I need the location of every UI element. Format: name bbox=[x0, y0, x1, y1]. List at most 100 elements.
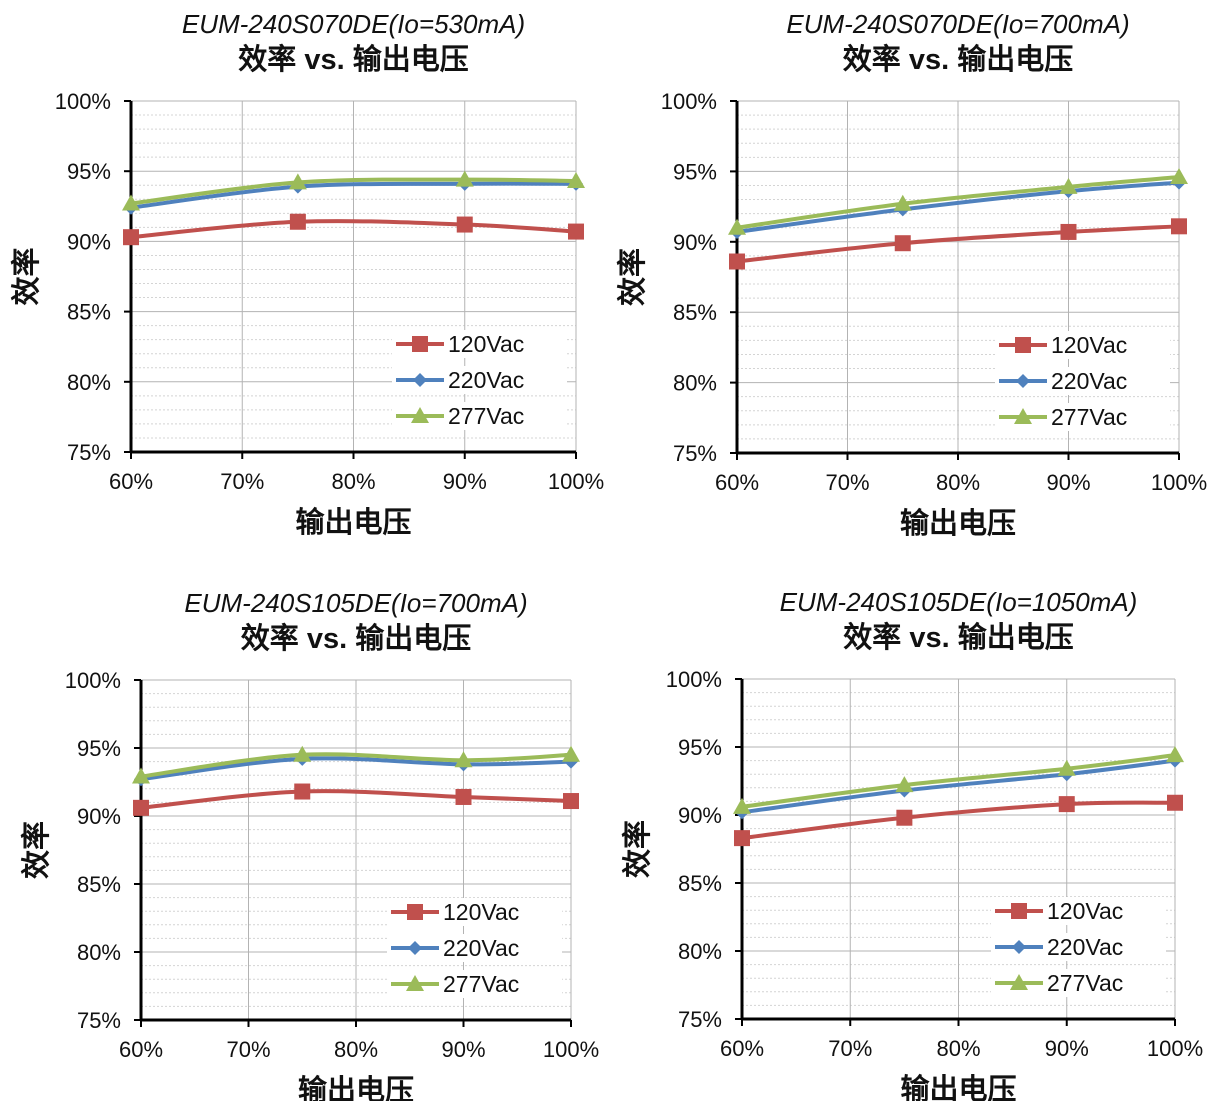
chart-svg-2: EUM-240S070DE(Io=700mA)效率 vs. 输出电压 100% 95… bbox=[615, 9, 1207, 540]
legend-marker bbox=[407, 904, 423, 920]
legend-label: 220Vac bbox=[1051, 368, 1127, 394]
y-tick-label: 75% bbox=[673, 441, 717, 466]
legend-label: 120Vac bbox=[1047, 898, 1123, 924]
x-tick-label: 80% bbox=[334, 1037, 378, 1062]
series-line bbox=[736, 180, 1180, 234]
data-point bbox=[293, 745, 312, 762]
series-120Vac bbox=[734, 794, 1183, 847]
series-line bbox=[140, 789, 572, 810]
data-point bbox=[567, 172, 585, 189]
x-tick-label: 90% bbox=[441, 1037, 485, 1062]
x-tick-label: 100% bbox=[1151, 470, 1207, 495]
chart-svg-1: EUM-240S070DE(Io=530mA)效率 vs. 输出电压 100% 95… bbox=[9, 9, 604, 539]
data-point bbox=[896, 809, 913, 826]
y-tick-label: 95% bbox=[678, 735, 722, 760]
data-point bbox=[455, 170, 474, 187]
series-277Vac bbox=[728, 168, 1188, 235]
data-point bbox=[728, 218, 746, 235]
data-point bbox=[1171, 218, 1187, 235]
legend-marker bbox=[408, 941, 422, 955]
data-point bbox=[456, 216, 473, 233]
series-line bbox=[736, 175, 1180, 230]
y-tick-label: 95% bbox=[77, 736, 121, 761]
data-point bbox=[893, 194, 912, 211]
data-point bbox=[733, 797, 751, 814]
y-tick-label: 75% bbox=[678, 1007, 722, 1032]
x-tick-label: 100% bbox=[543, 1037, 599, 1062]
data-point bbox=[123, 229, 139, 246]
chart-title: EUM-240S105DE(Io=700mA) bbox=[184, 588, 527, 618]
data-point bbox=[122, 194, 140, 211]
chart-svg-3: EUM-240S105DE(Io=700mA)效率 vs. 输出电压 100% 95… bbox=[19, 588, 599, 1101]
chart-title: EUM-240S070DE(Io=700mA) bbox=[786, 9, 1129, 39]
y-tick-label: 85% bbox=[678, 871, 722, 896]
data-point bbox=[568, 223, 584, 240]
data-point bbox=[1166, 746, 1184, 763]
y-axis-label: 效率 bbox=[19, 821, 53, 879]
data-point bbox=[895, 776, 914, 793]
y-tick-label: 100% bbox=[65, 668, 121, 693]
series-120Vac bbox=[123, 213, 584, 246]
data-point bbox=[894, 235, 911, 252]
x-tick-label: 70% bbox=[220, 469, 264, 494]
legend-label: 220Vac bbox=[1047, 934, 1123, 960]
legend-marker bbox=[1011, 903, 1027, 919]
y-tick-label: 100% bbox=[666, 667, 722, 692]
legend-marker bbox=[1014, 408, 1032, 424]
series-line bbox=[741, 800, 1176, 841]
x-tick-label: 90% bbox=[1046, 470, 1090, 495]
data-point bbox=[1060, 223, 1077, 240]
data-point bbox=[454, 751, 473, 768]
data-point bbox=[734, 830, 750, 847]
legend-label: 220Vac bbox=[443, 935, 519, 961]
series-line bbox=[130, 219, 577, 240]
y-tick-label: 100% bbox=[55, 89, 111, 114]
y-axis-label: 效率 bbox=[620, 820, 654, 878]
chart-panel-2: EUM-240S070DE(Io=700mA) 效率 vs. 输出电压 100% 95… bbox=[605, 0, 1215, 550]
series-line bbox=[140, 752, 572, 779]
series-line bbox=[741, 753, 1176, 809]
legend-marker bbox=[1012, 940, 1026, 954]
chart-subtitle: 效率 vs. 输出电压 bbox=[238, 42, 468, 76]
legend-label: 220Vac bbox=[448, 367, 524, 393]
chart-title: EUM-240S070DE(Io=530mA) bbox=[182, 9, 525, 39]
data-point bbox=[1057, 759, 1076, 776]
x-tick-label: 90% bbox=[1045, 1036, 1089, 1061]
legend-marker bbox=[413, 373, 427, 387]
chart-svg-4: EUM-240S105DE(Io=1050mA)效率 vs. 输出电压 100% 9… bbox=[620, 587, 1203, 1101]
chart-panel-1: EUM-240S070DE(Io=530mA) 效率 vs. 输出电压 100% 95… bbox=[0, 0, 610, 550]
y-tick-label: 100% bbox=[661, 89, 717, 114]
legend-label: 277Vac bbox=[1051, 404, 1127, 430]
series-120Vac bbox=[729, 218, 1187, 270]
x-tick-label: 60% bbox=[109, 469, 153, 494]
x-tick-label: 70% bbox=[828, 1036, 872, 1061]
series-line bbox=[140, 756, 572, 782]
data-point bbox=[1170, 168, 1188, 185]
data-point bbox=[1058, 796, 1075, 813]
y-tick-label: 85% bbox=[673, 300, 717, 325]
chart-subtitle: 效率 vs. 输出电压 bbox=[843, 620, 1073, 654]
x-axis-label: 输出电压 bbox=[900, 506, 1016, 540]
y-axis-label: 效率 bbox=[9, 247, 43, 305]
x-tick-label: 100% bbox=[1147, 1036, 1203, 1061]
chart-panel-3: EUM-240S105DE(Io=700mA) 效率 vs. 输出电压 100% 95… bbox=[0, 551, 610, 1101]
legend-label: 277Vac bbox=[448, 403, 524, 429]
x-axis-label: 输出电压 bbox=[900, 1072, 1016, 1101]
legend-label: 120Vac bbox=[1051, 332, 1127, 358]
series-line bbox=[130, 177, 577, 206]
data-point bbox=[288, 173, 307, 190]
y-tick-label: 95% bbox=[673, 159, 717, 184]
y-tick-label: 75% bbox=[77, 1008, 121, 1033]
series-277Vac bbox=[733, 746, 1184, 814]
x-tick-label: 60% bbox=[119, 1037, 163, 1062]
chart-subtitle: 效率 vs. 输出电压 bbox=[843, 42, 1073, 76]
y-tick-label: 95% bbox=[67, 159, 111, 184]
legend-label: 277Vac bbox=[1047, 970, 1123, 996]
legend-marker bbox=[411, 407, 429, 423]
y-tick-label: 80% bbox=[77, 940, 121, 965]
y-tick-label: 90% bbox=[67, 229, 111, 254]
legend-marker bbox=[412, 336, 428, 352]
legend-marker bbox=[406, 975, 424, 991]
y-tick-label: 85% bbox=[67, 300, 111, 325]
legend-label: 277Vac bbox=[443, 971, 519, 997]
